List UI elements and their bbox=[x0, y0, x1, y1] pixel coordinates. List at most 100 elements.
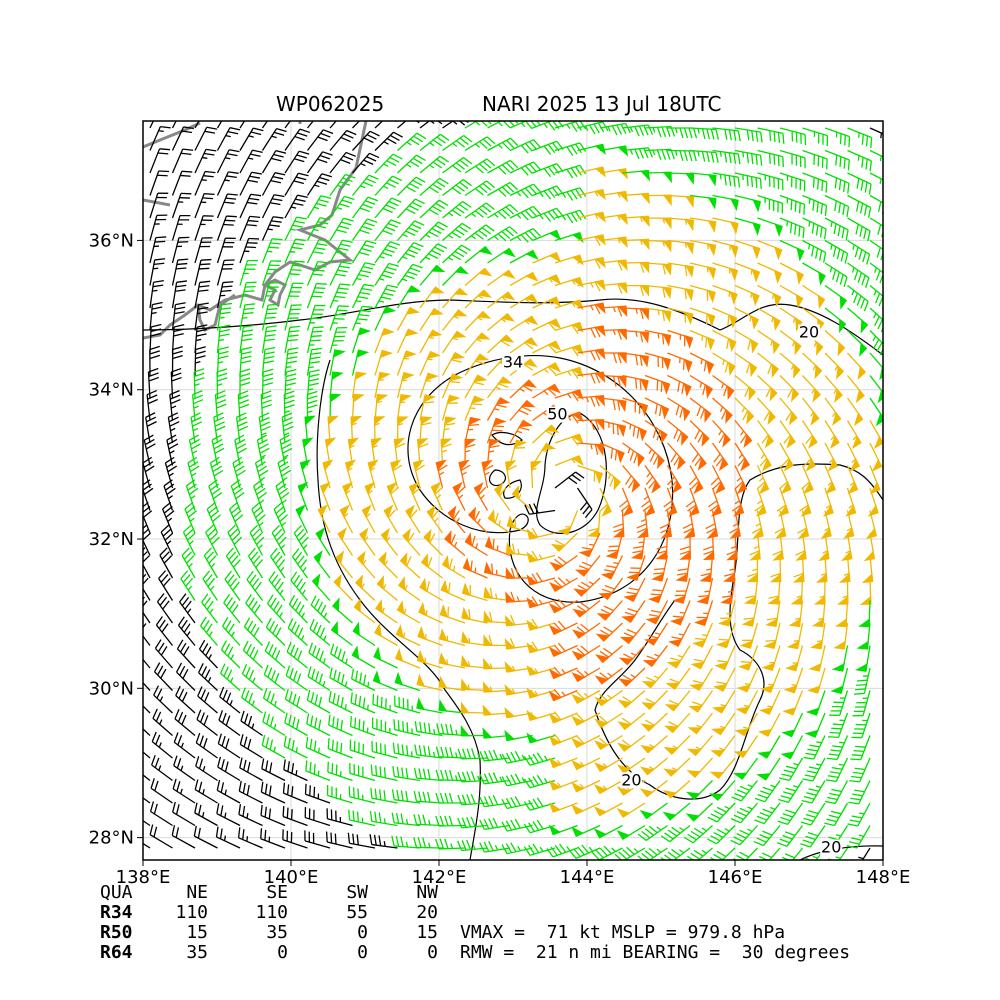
barb-full bbox=[609, 476, 615, 487]
barb-half bbox=[467, 684, 471, 690]
barb-full bbox=[283, 425, 294, 432]
barb-flag bbox=[541, 442, 556, 451]
barb-full bbox=[413, 837, 418, 848]
barb-full bbox=[176, 639, 184, 650]
barb-full bbox=[755, 154, 758, 165]
barb-full bbox=[478, 185, 488, 194]
barb-full bbox=[310, 339, 321, 342]
barb-half bbox=[224, 789, 227, 795]
wind-barb bbox=[397, 132, 427, 151]
barb-full bbox=[341, 650, 346, 662]
barb-full bbox=[505, 752, 512, 763]
wind-barb bbox=[772, 532, 784, 561]
barb-half bbox=[138, 696, 140, 701]
barb-full bbox=[548, 344, 557, 353]
wind-barb bbox=[487, 226, 518, 242]
barb-full bbox=[745, 595, 756, 599]
barb-full bbox=[262, 382, 274, 387]
wind-barb bbox=[622, 124, 654, 137]
barb-full bbox=[778, 798, 789, 803]
barb-full bbox=[648, 825, 658, 834]
barb-full bbox=[340, 674, 345, 685]
barb-flag bbox=[707, 243, 717, 257]
barb-full bbox=[261, 394, 272, 400]
barb-full bbox=[756, 481, 766, 490]
barb-half bbox=[617, 215, 621, 221]
barb-full bbox=[284, 688, 289, 700]
barb-full bbox=[235, 438, 246, 446]
barb-flag bbox=[430, 286, 445, 294]
barb-full bbox=[295, 601, 302, 612]
wind-barb bbox=[457, 816, 488, 829]
wind-barb bbox=[754, 802, 781, 825]
barb-full bbox=[409, 182, 420, 190]
barb-full bbox=[664, 504, 675, 512]
barb-flag bbox=[347, 437, 360, 449]
wind-barb bbox=[261, 734, 286, 759]
wind-barb bbox=[761, 645, 781, 672]
wind-barb bbox=[329, 349, 346, 376]
wind-barb bbox=[370, 764, 398, 782]
wind-barb bbox=[712, 194, 739, 212]
wind-barb bbox=[754, 487, 767, 517]
barb-full bbox=[522, 385, 533, 392]
wind-barb bbox=[419, 133, 450, 152]
barb-full bbox=[757, 794, 768, 799]
barb-full bbox=[501, 821, 508, 832]
barb-half bbox=[313, 228, 319, 232]
barb-full bbox=[219, 333, 230, 337]
barb-full bbox=[275, 506, 285, 514]
wind-barb bbox=[219, 663, 241, 691]
wind-barb bbox=[479, 772, 511, 785]
barb-full bbox=[501, 230, 511, 239]
wind-barb bbox=[509, 121, 542, 130]
wind-barb bbox=[595, 622, 623, 642]
barb-full bbox=[317, 601, 324, 612]
barb-full bbox=[535, 572, 543, 582]
barb-full bbox=[730, 839, 741, 846]
wind-barb bbox=[304, 830, 331, 849]
barb-full bbox=[528, 822, 535, 832]
barb-full bbox=[194, 779, 199, 790]
barb-flag bbox=[666, 504, 678, 517]
barb-flag bbox=[644, 504, 656, 517]
barb-flag bbox=[402, 528, 411, 543]
wind-barb bbox=[479, 749, 511, 762]
wind-barb bbox=[574, 555, 601, 577]
wind-barb bbox=[209, 456, 224, 489]
wind-barb bbox=[177, 616, 196, 646]
barb-half bbox=[170, 427, 176, 432]
barb-full bbox=[662, 310, 665, 322]
barb-flag bbox=[460, 701, 470, 714]
barb-full bbox=[644, 850, 654, 859]
barb-full bbox=[594, 350, 601, 361]
barb-flag bbox=[295, 504, 306, 518]
barb-half bbox=[271, 135, 277, 139]
barb-flag bbox=[524, 337, 539, 347]
barb-full bbox=[159, 596, 168, 606]
barb-half bbox=[258, 544, 263, 549]
barb-half bbox=[302, 544, 308, 550]
wind-barb bbox=[548, 577, 578, 592]
barb-half bbox=[360, 185, 366, 189]
barb-full bbox=[151, 731, 157, 742]
barb-flag bbox=[587, 528, 600, 538]
barb-half bbox=[159, 719, 163, 725]
barb-flag bbox=[571, 254, 584, 266]
barb-half bbox=[517, 845, 521, 852]
barb-flag bbox=[571, 737, 585, 749]
barb-full bbox=[584, 509, 593, 519]
barb-full bbox=[520, 234, 529, 243]
barb-full bbox=[174, 311, 185, 315]
barb-full bbox=[387, 244, 398, 250]
wind-barb bbox=[571, 689, 601, 704]
wind-barb bbox=[239, 757, 263, 782]
barb-full bbox=[286, 368, 297, 373]
barb-flag bbox=[706, 360, 715, 375]
wind-barb bbox=[460, 701, 488, 714]
wind-barb bbox=[464, 289, 492, 309]
barb-half bbox=[152, 289, 158, 292]
barb-full bbox=[291, 786, 294, 797]
barb-full bbox=[248, 547, 256, 557]
